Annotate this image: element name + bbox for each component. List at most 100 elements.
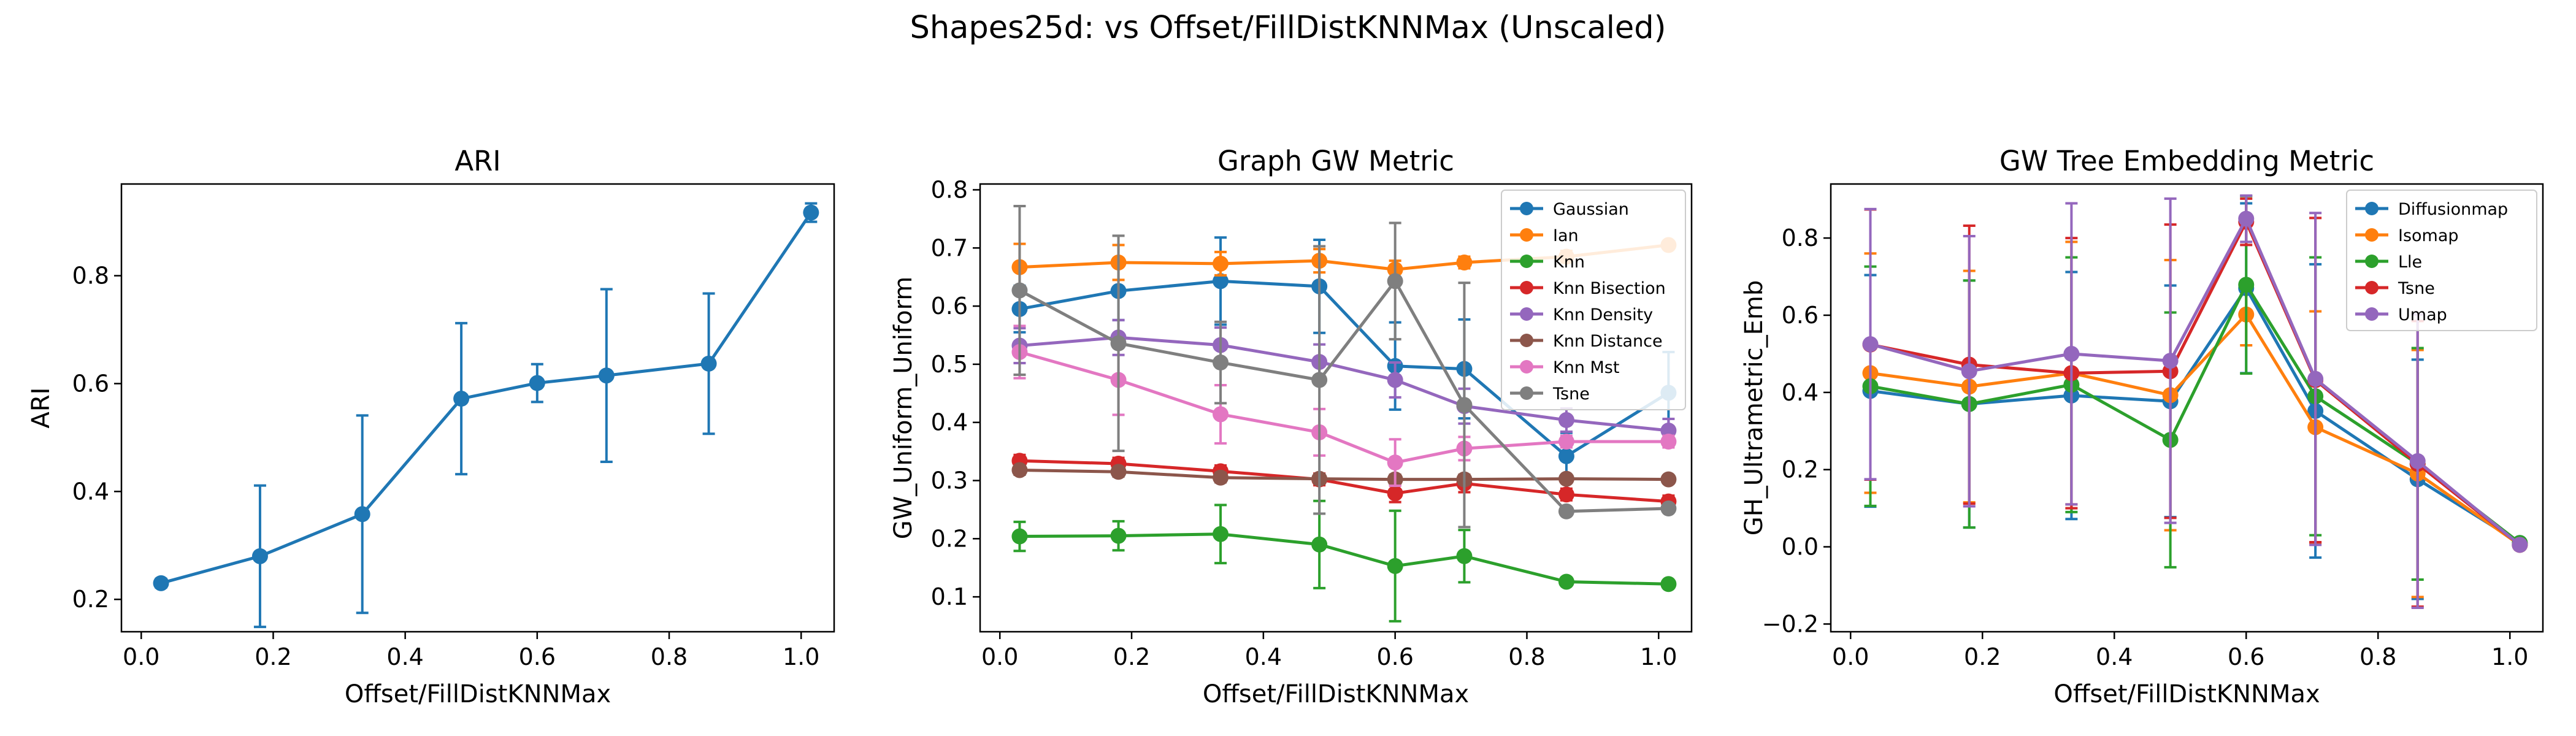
data-point [1387,273,1403,289]
series-umap [1862,194,2528,609]
y-tick-label: 0.4 [1782,379,1819,406]
data-point [1213,406,1229,423]
legend: Gaussian Ian Knn Knn Bisection Knn Density Kn… [1501,190,1686,410]
data-point [1558,433,1574,450]
series-line [1870,220,2521,546]
series-line [1019,532,1669,586]
data-point [1011,282,1028,299]
y-axis-label: ARI [27,388,55,429]
data-point [354,506,370,523]
subplot-1: ARI 0.0 0.2 0.4 0.6 0.8 1.0 0.2 0.4 0.6 0.8 Offset/… [27,145,835,708]
data-point [529,375,545,391]
legend-marker [2365,228,2379,242]
data-point [1213,273,1229,289]
y-axis-label: GH_Ultrametric_Emb [1740,280,1768,536]
subplot-title: GW Tree Embedding Metric [1999,145,2374,177]
legend-label: Knn Distance [1553,332,1663,351]
data-point [1213,469,1229,486]
x-tick-label: 0.0 [981,643,1018,670]
data-point [598,367,615,384]
data-point [1387,485,1403,502]
legend-label: Lle [2398,253,2422,272]
legend-label: Knn Density [1553,305,1653,324]
data-point [2409,453,2426,469]
legend-box [2346,190,2537,331]
data-point [251,548,268,564]
data-point [2162,353,2179,369]
data-point [453,391,470,407]
legend-label: Tsne [2398,279,2435,298]
series-line [1019,468,1669,481]
series-knn-bisection [1011,453,1677,510]
y-tick-label: 0.2 [72,586,109,613]
figure-title: Shapes25d: vs Offset/FillDistKNNMax (Uns… [910,10,1666,46]
data-point [1558,470,1574,487]
y-tick-label: 0.2 [1782,456,1819,483]
y-axis-label: GW_Uniform_Uniform [889,277,918,540]
legend-marker [1520,228,1533,242]
data-point [1961,363,1977,380]
legend-label: Knn Bisection [1553,279,1666,298]
data-point [1558,573,1574,590]
series-line [1870,286,2521,545]
data-point [1660,422,1677,439]
x-tick-label: 0.0 [123,643,159,670]
legend-label: Tsne [1552,385,1590,404]
legend-marker [1520,255,1533,268]
y-tick-label: 0.5 [931,351,968,378]
y-tick-label: 0.1 [931,583,968,610]
y-tick-label: 0.7 [931,234,968,261]
y-tick-label: 0.4 [931,409,968,436]
y-tick-label: 0.6 [1782,302,1819,329]
data-point [700,355,717,372]
data-point [1456,254,1473,270]
series-line [1869,217,2521,546]
legend-label: Knn Mst [1553,358,1619,377]
x-tick-label: 0.8 [1508,643,1545,670]
y-tick-label: 0.6 [931,293,968,320]
data-point [1110,464,1127,480]
data-point [1558,503,1574,519]
series-knn [1011,499,1677,623]
y-tick-label: 0.8 [72,263,109,289]
y-tick-label: 0.0 [1782,534,1819,561]
legend-box [1501,190,1686,410]
subplot-2: Graph GW Metric 0.0 0.2 0.4 0.6 0.8 1.0 0.1 0.2 0… [889,145,1693,708]
legend-label: Diffusionmap [2398,200,2508,219]
x-tick-label: 0.2 [1113,643,1150,670]
legend-marker [2365,202,2379,215]
data-point [1456,397,1473,413]
x-tick-label: 0.6 [519,643,556,670]
x-tick-label: 0.8 [2359,643,2396,670]
legend-label: Ian [1553,226,1579,245]
data-point [1558,486,1574,503]
data-point [1213,355,1229,371]
series-line [1870,313,2521,546]
x-tick-label: 0.4 [2096,643,2133,670]
y-tick-label: 0.3 [931,467,968,494]
legend-label: Isomap [2398,226,2459,245]
data-point [1011,462,1028,478]
data-point [1387,372,1403,388]
data-point [1558,448,1574,464]
legend-marker [1520,281,1533,294]
data-point [803,204,819,221]
x-tick-label: 0.0 [1832,643,1869,670]
data-point [2238,277,2255,293]
data-point [1110,335,1127,351]
subplot-title: Graph GW Metric [1217,145,1454,177]
x-tick-label: 0.4 [386,643,423,670]
legend-marker [1520,334,1533,347]
x-tick-label: 0.2 [1964,643,2001,670]
subplot-3: GW Tree Embedding Metric 0.0 0.2 0.4 0.6 0.8 1… [1740,145,2544,708]
subplot-title: ARI [454,145,500,177]
data-point [1660,471,1677,488]
axes-frame [1830,183,2544,633]
data-point [2063,345,2080,362]
data-point [1311,372,1328,388]
x-tick-label: 0.2 [255,643,291,670]
data-point [1387,454,1403,471]
legend-marker [2365,307,2379,321]
x-tick-label: 0.8 [651,643,688,670]
data-point [2307,370,2324,387]
